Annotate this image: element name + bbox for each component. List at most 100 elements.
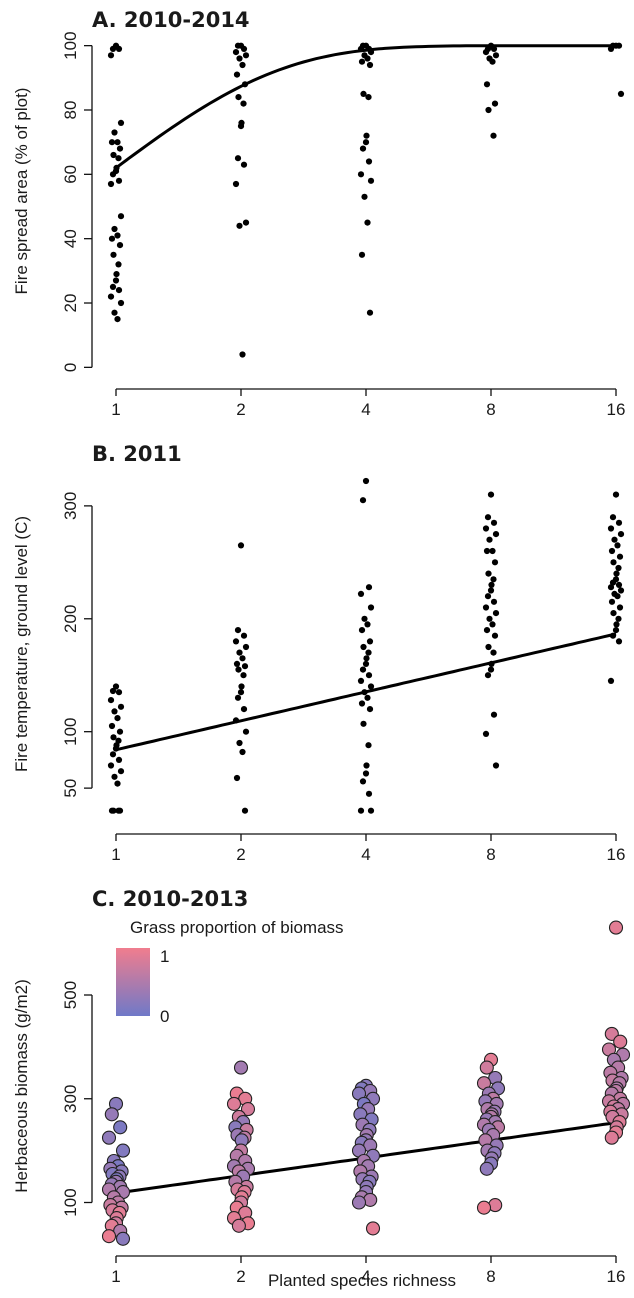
data-point — [615, 42, 623, 49]
data-point — [485, 643, 492, 651]
data-point — [359, 145, 367, 152]
data-point — [239, 748, 246, 756]
data-point — [485, 570, 492, 577]
data-point — [113, 1120, 128, 1135]
data-point — [482, 49, 490, 56]
data-point — [358, 251, 366, 258]
y-tick-label: 100 — [61, 1188, 80, 1216]
data-point — [226, 1096, 242, 1111]
data-point — [610, 559, 617, 566]
data-point — [235, 94, 242, 101]
y-tick-label: 100 — [61, 717, 80, 745]
data-point — [366, 61, 374, 69]
data-point — [365, 649, 372, 656]
data-point — [362, 139, 370, 146]
data-point — [362, 660, 370, 668]
data-point — [360, 720, 367, 727]
data-point — [615, 519, 623, 526]
panel-c-xlabel: Planted species richness — [268, 1271, 456, 1290]
panel-a: A. 2010-2014 Fire spread area (% of plot… — [12, 8, 625, 419]
data-point — [233, 660, 241, 668]
data-point — [615, 615, 622, 622]
data-point — [117, 119, 125, 126]
panel-a-marks: 0 20 40 60 80 100 1 2 4 8 16 — [61, 31, 625, 419]
data-point — [490, 711, 498, 718]
data-point — [111, 309, 118, 316]
data-point — [607, 677, 615, 685]
x-tick-label: 4 — [361, 400, 370, 419]
data-point — [489, 547, 496, 555]
data-point — [609, 632, 617, 639]
data-point — [116, 728, 124, 735]
data-point — [359, 497, 367, 504]
data-point — [242, 643, 250, 651]
data-point — [111, 773, 118, 780]
data-point — [358, 58, 366, 65]
data-point — [110, 251, 117, 258]
panel-c-marks: 100 300 500 1 2 4 8 16 — [61, 920, 631, 1286]
data-point — [607, 45, 615, 53]
y-tick-label: 300 — [61, 492, 80, 520]
data-point — [365, 158, 373, 165]
data-point — [239, 351, 246, 358]
data-point — [482, 730, 490, 738]
data-point — [104, 1107, 119, 1122]
y-tick-label: 300 — [61, 1085, 80, 1113]
data-point — [486, 536, 493, 543]
data-point — [489, 58, 496, 65]
data-point — [490, 649, 497, 656]
data-point — [109, 45, 117, 53]
data-point — [484, 593, 492, 600]
data-point — [492, 52, 500, 59]
data-point — [236, 649, 243, 656]
x-tick-label: 1 — [111, 1267, 120, 1286]
data-point — [236, 55, 243, 62]
data-point — [361, 689, 368, 696]
data-point — [482, 525, 490, 532]
data-point — [488, 660, 495, 668]
data-point — [616, 553, 624, 560]
data-point — [236, 222, 243, 229]
data-point — [116, 242, 124, 249]
data-point — [111, 225, 118, 233]
data-point — [364, 55, 371, 62]
data-point — [479, 1161, 494, 1176]
data-point — [492, 610, 500, 617]
data-point — [233, 774, 241, 782]
data-point — [101, 1130, 117, 1145]
data-point — [615, 581, 623, 589]
data-point — [240, 45, 248, 53]
data-point — [240, 632, 248, 639]
data-point — [232, 180, 240, 188]
data-point — [237, 689, 245, 696]
data-point — [482, 604, 490, 611]
data-point — [359, 666, 367, 673]
panel-b-ylabel: Fire temperature, ground level (C) — [12, 516, 31, 772]
data-point — [241, 81, 249, 88]
x-tick-label: 16 — [607, 400, 626, 419]
data-point — [492, 762, 500, 769]
data-point — [233, 71, 241, 78]
data-point — [108, 722, 116, 730]
data-point — [491, 632, 499, 639]
data-point — [363, 655, 370, 662]
panel-b: B. 2011 Fire temperature, ground level (… — [12, 442, 625, 864]
data-point — [234, 42, 242, 49]
y-tick-label: 0 — [61, 363, 80, 372]
data-point — [365, 742, 372, 749]
data-point — [240, 1102, 256, 1117]
data-point — [109, 751, 117, 758]
panel-a-ylabel: Fire spread area (% of plot) — [12, 88, 31, 295]
x-tick-label: 8 — [486, 845, 495, 864]
data-point — [240, 706, 248, 713]
y-tick-label: 20 — [61, 294, 80, 313]
data-point — [487, 666, 495, 673]
x-tick-label: 16 — [607, 845, 626, 864]
data-point — [490, 519, 498, 526]
data-point — [483, 81, 491, 88]
data-point — [612, 491, 620, 498]
x-tick-label: 1 — [111, 400, 120, 419]
data-point — [235, 666, 242, 673]
legend-color-ramp — [116, 948, 150, 1016]
